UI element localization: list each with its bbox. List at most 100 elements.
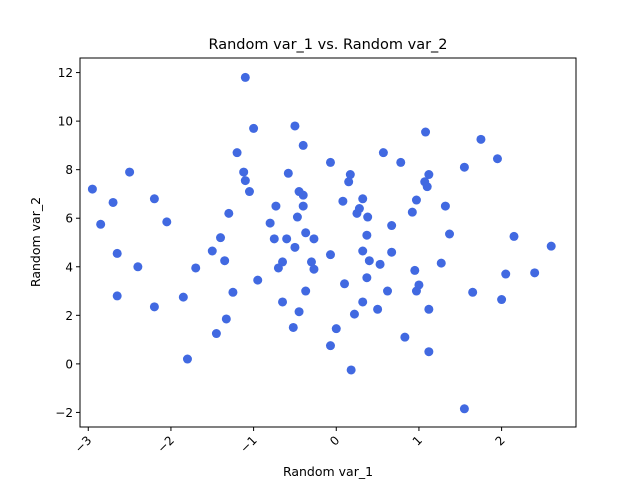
data-point-33 [282,234,291,243]
data-point-12 [191,263,200,272]
data-point-67 [365,256,374,265]
data-point-60 [355,204,364,213]
data-point-77 [410,266,419,275]
data-point-31 [278,257,287,266]
data-point-11 [183,355,192,364]
data-point-28 [270,234,279,243]
data-point-37 [290,121,299,130]
data-point-65 [362,273,371,282]
data-point-95 [497,295,506,304]
data-point-3 [113,249,122,258]
data-point-83 [423,182,432,191]
data-point-10 [179,293,188,302]
data-point-68 [373,305,382,314]
data-point-57 [347,365,356,374]
data-point-2 [109,198,118,207]
data-point-52 [332,324,341,333]
data-point-93 [476,135,485,144]
data-point-6 [133,262,142,271]
data-point-34 [284,169,293,178]
y-axis-label: Random var_2 [28,197,43,287]
chart-title: Random var_1 vs. Random var_2 [208,37,447,53]
data-point-61 [358,194,367,203]
y-tick-label: 8 [65,163,73,177]
data-point-16 [220,256,229,265]
data-point-69 [376,260,385,269]
data-point-71 [383,287,392,296]
data-point-25 [249,124,258,133]
data-point-58 [350,310,359,319]
data-point-74 [396,158,405,167]
data-point-86 [424,347,433,356]
data-point-82 [421,128,430,137]
data-point-70 [379,148,388,157]
data-point-62 [358,247,367,256]
data-point-27 [266,219,275,228]
data-point-73 [387,248,396,257]
data-point-14 [212,329,221,338]
data-point-5 [125,168,134,177]
data-point-66 [363,213,372,222]
data-point-8 [150,302,159,311]
data-point-85 [424,305,433,314]
data-point-43 [299,202,308,211]
data-point-78 [412,196,421,205]
data-point-41 [299,141,308,150]
data-point-1 [96,220,105,229]
data-point-19 [228,288,237,297]
data-point-48 [309,265,318,274]
data-point-47 [309,234,318,243]
data-point-94 [493,154,502,163]
data-point-54 [340,279,349,288]
data-point-13 [208,247,217,256]
data-point-45 [301,287,310,296]
data-point-32 [278,297,287,306]
data-point-18 [224,209,233,218]
y-tick-label: 2 [65,309,73,323]
data-point-24 [245,187,254,196]
data-point-7 [150,194,159,203]
data-point-22 [241,176,250,185]
data-point-0 [88,185,97,194]
data-point-20 [233,148,242,157]
data-point-9 [162,217,171,226]
data-point-42 [299,191,308,200]
y-tick-label: −2 [55,406,73,420]
data-point-29 [271,202,280,211]
data-point-98 [530,268,539,277]
data-point-63 [358,297,367,306]
data-point-40 [295,307,304,316]
y-tick-label: 6 [65,212,73,226]
data-point-53 [338,197,347,206]
data-point-44 [301,228,310,237]
y-tick-label: 12 [58,66,73,80]
x-axis-label: Random var_1 [283,464,373,479]
data-point-15 [216,233,225,242]
data-point-21 [239,168,248,177]
data-point-76 [408,208,417,217]
data-point-88 [441,202,450,211]
data-point-91 [460,404,469,413]
data-point-84 [424,170,433,179]
data-point-23 [241,73,250,82]
data-point-50 [326,250,335,259]
y-tick-label: 10 [58,115,73,129]
data-point-92 [468,288,477,297]
data-point-36 [290,243,299,252]
data-point-51 [326,341,335,350]
data-point-56 [346,170,355,179]
data-point-87 [437,259,446,268]
data-point-49 [326,158,335,167]
y-tick-label: 0 [65,357,73,371]
data-point-75 [400,333,409,342]
y-tick-label: 4 [65,260,73,274]
data-point-64 [362,231,371,240]
data-point-38 [293,213,302,222]
data-point-26 [253,276,262,285]
data-point-80 [414,280,423,289]
data-point-89 [445,230,454,239]
data-point-97 [510,232,519,241]
data-point-72 [387,221,396,230]
